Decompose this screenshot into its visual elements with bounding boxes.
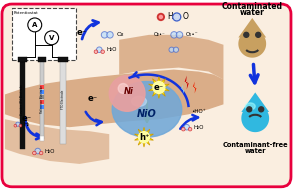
Circle shape bbox=[118, 84, 128, 93]
Circle shape bbox=[256, 32, 261, 37]
Text: V: V bbox=[49, 35, 54, 41]
Circle shape bbox=[188, 127, 192, 131]
Circle shape bbox=[173, 47, 178, 52]
FancyBboxPatch shape bbox=[40, 91, 44, 94]
Text: O₂•⁻: O₂•⁻ bbox=[186, 32, 198, 37]
Ellipse shape bbox=[112, 81, 182, 137]
Circle shape bbox=[184, 124, 189, 130]
Text: e⁻: e⁻ bbox=[22, 114, 32, 123]
Circle shape bbox=[139, 132, 149, 143]
Text: A: A bbox=[32, 22, 38, 28]
FancyBboxPatch shape bbox=[40, 136, 44, 141]
Text: Contaminated: Contaminated bbox=[222, 2, 283, 11]
Polygon shape bbox=[181, 84, 184, 94]
Circle shape bbox=[35, 148, 41, 154]
FancyBboxPatch shape bbox=[38, 57, 46, 62]
Text: •HO⁺: •HO⁺ bbox=[191, 109, 205, 114]
Text: H₂: H₂ bbox=[24, 122, 30, 127]
FancyBboxPatch shape bbox=[18, 57, 27, 62]
Polygon shape bbox=[5, 70, 223, 127]
Polygon shape bbox=[193, 81, 197, 93]
Polygon shape bbox=[149, 77, 169, 98]
Circle shape bbox=[107, 32, 113, 38]
Text: water: water bbox=[240, 8, 265, 17]
Circle shape bbox=[33, 151, 36, 155]
Text: Counter (Pt) Electrode: Counter (Pt) Electrode bbox=[20, 84, 24, 115]
Circle shape bbox=[101, 50, 104, 53]
Polygon shape bbox=[5, 119, 109, 164]
Circle shape bbox=[101, 32, 108, 38]
Circle shape bbox=[244, 32, 249, 37]
Text: Contaminant-free: Contaminant-free bbox=[222, 142, 288, 148]
Circle shape bbox=[153, 81, 165, 93]
Circle shape bbox=[174, 15, 179, 19]
FancyBboxPatch shape bbox=[40, 95, 44, 99]
Ellipse shape bbox=[245, 103, 255, 110]
FancyBboxPatch shape bbox=[12, 8, 76, 60]
Circle shape bbox=[96, 47, 102, 53]
Circle shape bbox=[247, 107, 252, 112]
Circle shape bbox=[16, 122, 20, 126]
Text: H₂O: H₂O bbox=[106, 47, 117, 52]
Text: e⁻: e⁻ bbox=[87, 94, 97, 103]
Text: Potentiostat: Potentiostat bbox=[14, 11, 39, 15]
Text: FTO Electrode: FTO Electrode bbox=[61, 90, 65, 109]
Polygon shape bbox=[135, 127, 153, 147]
Text: H₂O: H₂O bbox=[45, 149, 55, 153]
Circle shape bbox=[157, 13, 164, 20]
Text: e⁻: e⁻ bbox=[154, 83, 164, 92]
FancyBboxPatch shape bbox=[40, 105, 44, 109]
Text: Ni: Ni bbox=[124, 87, 134, 96]
Text: H₂O: H₂O bbox=[194, 125, 204, 130]
FancyBboxPatch shape bbox=[40, 85, 44, 89]
Circle shape bbox=[94, 50, 98, 53]
Circle shape bbox=[109, 76, 145, 111]
Text: O₂•⁻: O₂•⁻ bbox=[154, 32, 166, 37]
Polygon shape bbox=[238, 30, 266, 58]
FancyBboxPatch shape bbox=[20, 60, 25, 149]
Polygon shape bbox=[241, 104, 269, 132]
Circle shape bbox=[45, 31, 59, 45]
Text: O: O bbox=[183, 12, 189, 22]
FancyBboxPatch shape bbox=[40, 60, 44, 139]
Circle shape bbox=[171, 32, 177, 38]
Circle shape bbox=[28, 18, 42, 32]
Circle shape bbox=[39, 151, 43, 155]
Text: h⁺: h⁺ bbox=[139, 133, 149, 142]
Polygon shape bbox=[238, 18, 266, 37]
Circle shape bbox=[159, 15, 163, 19]
Polygon shape bbox=[241, 92, 269, 112]
FancyBboxPatch shape bbox=[59, 60, 65, 144]
Circle shape bbox=[181, 127, 185, 131]
Circle shape bbox=[19, 124, 22, 127]
Text: e⁻: e⁻ bbox=[76, 28, 87, 37]
Text: O₂: O₂ bbox=[116, 32, 124, 37]
FancyBboxPatch shape bbox=[40, 100, 44, 104]
Text: water: water bbox=[244, 148, 266, 154]
Circle shape bbox=[169, 47, 174, 52]
Circle shape bbox=[259, 107, 264, 112]
Polygon shape bbox=[185, 76, 189, 89]
Text: H: H bbox=[167, 12, 173, 22]
Text: Reference Electrode: Reference Electrode bbox=[40, 85, 44, 113]
Circle shape bbox=[176, 32, 183, 38]
FancyBboxPatch shape bbox=[2, 4, 291, 187]
Polygon shape bbox=[119, 35, 223, 80]
Circle shape bbox=[14, 124, 17, 127]
FancyBboxPatch shape bbox=[58, 57, 67, 62]
Text: NiO: NiO bbox=[137, 109, 157, 119]
Ellipse shape bbox=[132, 96, 147, 106]
